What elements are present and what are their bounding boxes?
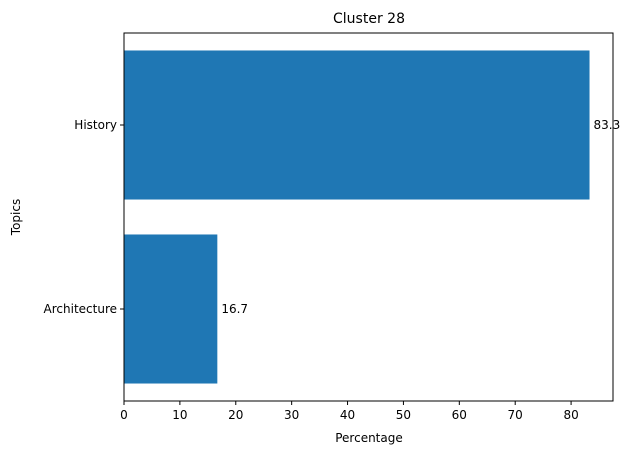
x-axis-label: Percentage [335,431,403,445]
x-tick-label-20: 20 [228,408,243,422]
bar-history [124,50,590,200]
x-tick-label-30: 30 [284,408,299,422]
x-tick-label-0: 0 [120,408,128,422]
y-axis-ticks: History Architecture [44,118,124,316]
x-tick-label-40: 40 [340,408,355,422]
data-label-history: 83.3 [594,118,621,132]
x-tick-label-50: 50 [396,408,411,422]
plot-frame [123,32,614,402]
x-tick-label-70: 70 [508,408,523,422]
x-tick-label-10: 10 [172,408,187,422]
data-label-architecture: 16.7 [221,302,248,316]
x-axis-ticks: 0 10 20 30 40 50 60 70 80 [120,401,579,422]
x-tick-label-80: 80 [563,408,578,422]
x-tick-label-60: 60 [452,408,467,422]
y-tick-label-architecture: Architecture [44,302,117,316]
bars-layer [124,50,590,384]
chart-title: Cluster 28 [333,11,405,27]
data-labels-layer: 83.3 16.7 [221,118,620,316]
y-axis-label: Topics [9,199,23,236]
y-tick-label-history: History [74,118,117,132]
bar-architecture [124,234,218,384]
